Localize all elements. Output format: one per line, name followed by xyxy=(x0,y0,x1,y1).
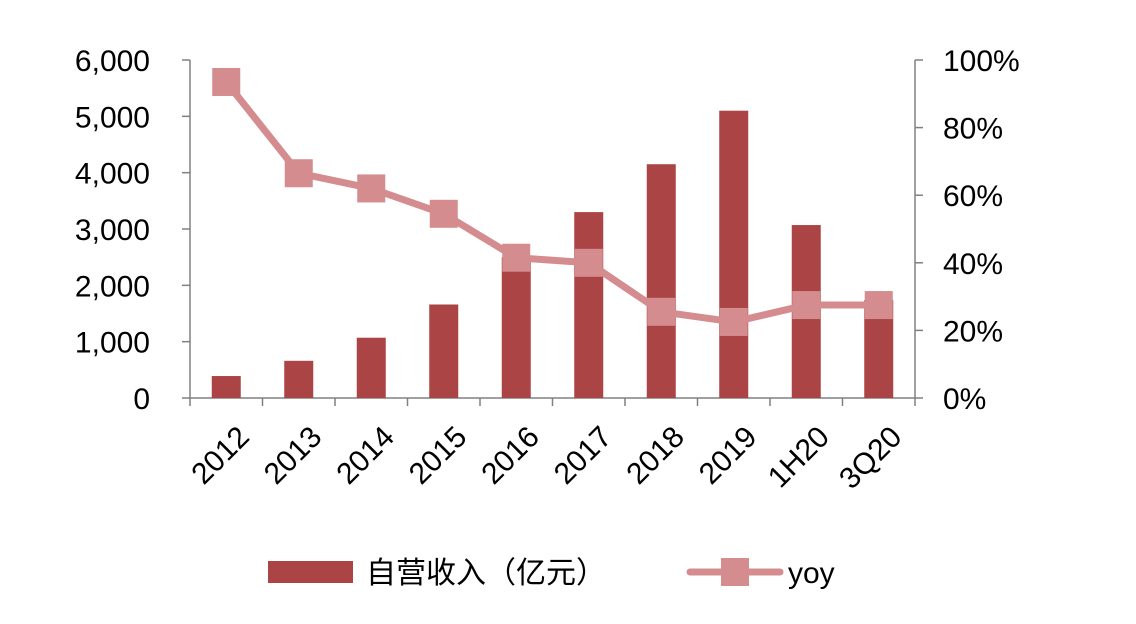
x-tick-label: 2015 xyxy=(403,420,474,491)
x-tick-label: 2014 xyxy=(330,420,401,491)
yoy-point-2017 xyxy=(574,248,603,277)
bar-series xyxy=(211,110,894,398)
x-tick-label: 1H20 xyxy=(762,420,836,494)
yoy-point-3Q20 xyxy=(864,291,893,320)
x-tick-label: 2016 xyxy=(475,420,546,491)
bar-2015 xyxy=(429,304,459,398)
axes: 0 1,000 2,000 3,000 4,000 5,000 6,000 0% 20% 40% 6… xyxy=(75,45,1020,416)
legend-bar-swatch xyxy=(268,561,353,583)
bar-2018 xyxy=(646,164,676,398)
x-tick-label: 2019 xyxy=(693,420,764,491)
legend-line-label: yoy xyxy=(788,557,835,590)
legend: 自营收入（亿元） yoy xyxy=(268,557,835,590)
y-left-tick-label: 3,000 xyxy=(75,214,150,247)
bar-2012 xyxy=(211,376,241,398)
y-right-tick-label: 60% xyxy=(943,180,1003,213)
x-tick-label: 2017 xyxy=(548,420,619,491)
y-left-tick-label: 6,000 xyxy=(75,45,150,78)
yoy-point-2016 xyxy=(502,243,531,272)
yoy-point-2018 xyxy=(647,297,676,326)
legend-line-marker xyxy=(721,558,749,586)
y-right-tick-label: 0% xyxy=(943,383,986,416)
bar-2014 xyxy=(356,337,386,398)
y-right-tick-label: 100% xyxy=(943,45,1020,78)
y-left-tick-label: 1,000 xyxy=(75,327,150,360)
y-right-tick-label: 20% xyxy=(943,315,1003,348)
y-left-tick-label: 5,000 xyxy=(75,101,150,134)
yoy-point-2014 xyxy=(357,174,386,203)
x-tick-label: 2018 xyxy=(620,420,691,491)
yoy-point-2019 xyxy=(719,307,748,336)
bar-2016 xyxy=(501,257,531,398)
bar-2013 xyxy=(284,360,314,398)
bar-2017 xyxy=(574,212,604,398)
x-tick-label: 3Q20 xyxy=(833,420,908,495)
y-left-tick-label: 4,000 xyxy=(75,158,150,191)
y-right-tick-label: 80% xyxy=(943,113,1003,146)
yoy-point-2015 xyxy=(429,199,458,228)
yoy-line xyxy=(222,78,883,326)
line-series xyxy=(212,67,893,336)
y-left-tick-label: 2,000 xyxy=(75,270,150,303)
yoy-point-2013 xyxy=(284,159,313,188)
x-tick-label: 2013 xyxy=(258,420,329,491)
legend-bar-label: 自营收入（亿元） xyxy=(366,557,606,590)
y-right-tick-label: 40% xyxy=(943,248,1003,281)
x-tick-label: 2012 xyxy=(185,420,256,491)
bar-2019 xyxy=(719,110,749,398)
y-left-tick-label: 0 xyxy=(133,383,150,416)
yoy-point-1H20 xyxy=(792,291,821,320)
yoy-point-2012 xyxy=(212,67,241,96)
